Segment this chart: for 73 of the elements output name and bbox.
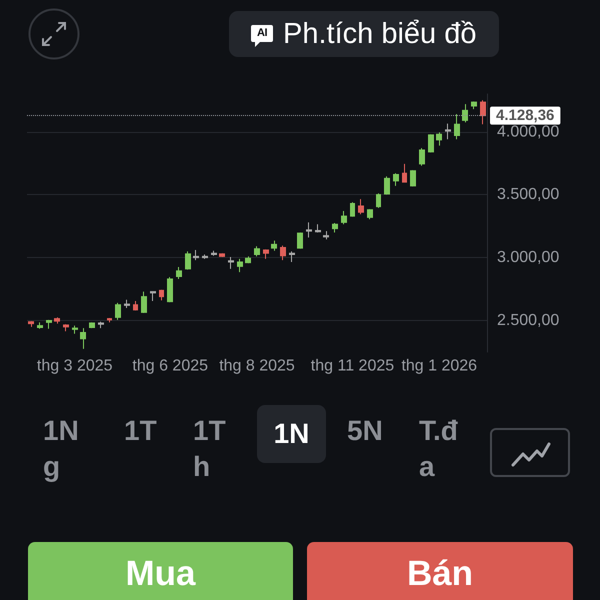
candlestick [332, 222, 338, 233]
candlestick [289, 250, 295, 263]
x-tick-label: thg 11 2025 [310, 358, 394, 374]
candlestick [28, 320, 34, 328]
text: 1Ng [43, 414, 80, 484]
text: 5N [347, 414, 384, 448]
candlestick [315, 224, 321, 233]
candlestick [176, 266, 182, 280]
candlestick [454, 114, 460, 140]
candlestick [471, 101, 477, 110]
candlestick [237, 258, 243, 273]
candlestick [245, 256, 251, 264]
candlestick [37, 322, 43, 330]
candlestick [211, 250, 217, 256]
candlestick [115, 302, 121, 320]
candlestick [141, 291, 147, 314]
candlestick [80, 328, 86, 350]
candlestick [124, 299, 130, 308]
candlestick [159, 289, 164, 301]
x-tick-label: thg 3 2025 [36, 358, 113, 374]
candlestick [271, 240, 277, 252]
candlestick [167, 276, 173, 303]
candlestick [193, 250, 199, 261]
candlestick [462, 104, 468, 123]
candlestick [428, 134, 434, 154]
text: Bán [406, 553, 474, 595]
candlestick [341, 210, 347, 225]
candlestick [480, 100, 486, 125]
candlestick [228, 256, 234, 270]
text: AI [256, 26, 268, 41]
candlestick [263, 248, 269, 260]
candlestick [306, 222, 312, 238]
x-tick-label: thg 1 2026 [401, 358, 478, 374]
y-tick-label: 2.500,00 [497, 312, 560, 330]
text: T.đa [419, 414, 459, 484]
candlestick [297, 232, 303, 250]
text: 1N [272, 417, 310, 451]
candlestick [72, 325, 78, 334]
candlestick [384, 176, 390, 196]
text: Ph.tích biểu đồ [283, 17, 478, 52]
candlestick [280, 245, 286, 261]
candlestick [89, 322, 95, 329]
y-tick-label: 4.000,00 [497, 123, 560, 140]
candlestick [98, 321, 104, 329]
candlestick [54, 316, 60, 324]
candlestick [402, 163, 407, 183]
candlestick [202, 254, 208, 260]
ref-line-label: 4.128,36 [496, 107, 554, 124]
text: 1Th [193, 414, 227, 484]
candlestick [419, 148, 425, 166]
candlestick [219, 252, 225, 258]
candlestick [133, 300, 138, 311]
text: 1T [124, 414, 158, 448]
candlestick [410, 170, 416, 187]
x-tick-label: thg 6 2025 [132, 358, 208, 374]
candlestick [323, 230, 329, 240]
text: Mua [124, 553, 197, 595]
y-tick-label: 3.500,00 [497, 186, 560, 204]
candlestick [436, 132, 442, 146]
candlestick [107, 318, 112, 323]
candlestick [63, 324, 69, 332]
candlestick [445, 123, 451, 140]
x-tick-label: thg 8 2025 [219, 358, 295, 374]
candlestick [150, 291, 156, 302]
candlestick [350, 202, 355, 218]
candlestick [358, 198, 364, 215]
candlestick [376, 192, 381, 208]
candlestick [185, 250, 191, 270]
candlestick [254, 246, 260, 257]
candlestick [46, 319, 52, 330]
y-tick-label: 3.000,00 [497, 249, 560, 266]
candlestick [367, 208, 373, 220]
candlestick [393, 172, 399, 186]
